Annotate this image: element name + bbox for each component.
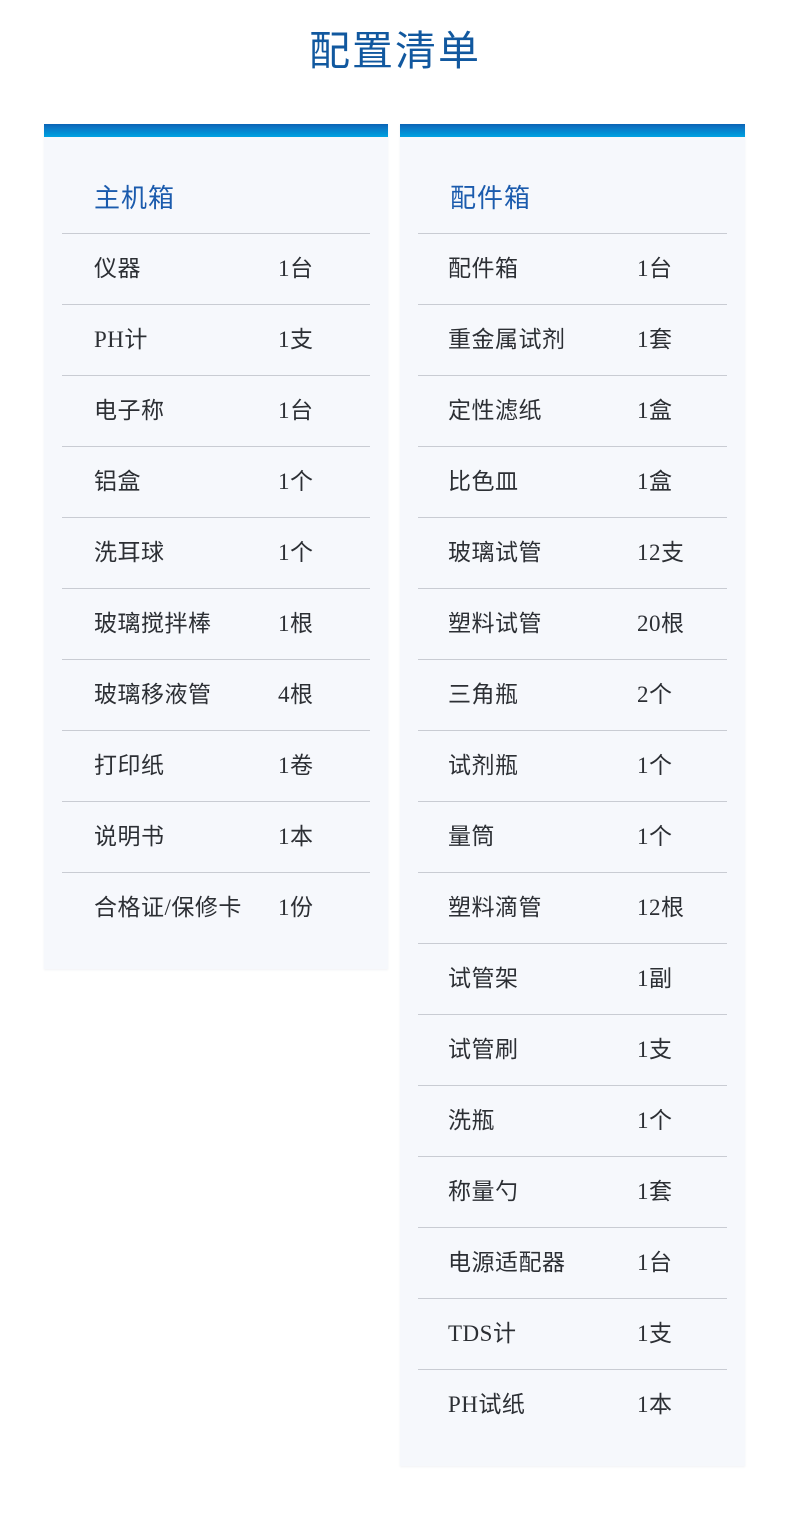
item-name: 玻璃移液管: [94, 682, 212, 707]
item-name: 洗瓶: [448, 1108, 495, 1133]
item-quantity: 1盒: [637, 469, 673, 494]
item-name: 打印纸: [94, 753, 165, 778]
item-row: 玻璃移液管 4根: [62, 659, 370, 730]
item-name: 玻璃试管: [448, 540, 542, 565]
card-accessory-box: 配件箱 配件箱 1台 重金属试剂 1套 定性滤纸 1盒 比色皿 1盒 玻璃试管 12支 塑料试管 20…: [400, 124, 745, 1466]
item-row: 塑料滴管 12根: [418, 872, 727, 943]
item-quantity: 1台: [637, 1250, 673, 1275]
item-quantity: 1个: [637, 824, 673, 849]
item-row: 电源适配器 1台: [418, 1227, 727, 1298]
item-row: 打印纸 1卷: [62, 730, 370, 801]
item-name: TDS计: [448, 1321, 517, 1346]
item-quantity: 1份: [278, 895, 314, 920]
card-title-accessory-box: 配件箱: [450, 184, 532, 213]
item-quantity: 1个: [637, 753, 673, 778]
item-row: PH计 1支: [62, 304, 370, 375]
item-quantity: 1个: [278, 469, 314, 494]
page-title: 配置清单: [309, 28, 481, 74]
item-row: 配件箱 1台: [418, 233, 727, 304]
item-quantity: 20根: [637, 611, 685, 636]
item-quantity: 1支: [637, 1037, 673, 1062]
item-name: 铝盒: [94, 469, 141, 494]
item-row: 合格证/保修卡 1份: [62, 872, 370, 943]
item-name: 电子称: [94, 398, 165, 423]
card-body: 主机箱 仪器 1台 PH计 1支 电子称 1台 铝盒 1个 洗耳球 1个 玻璃搅拌棒 1根 玻璃移液管 4…: [44, 137, 388, 969]
item-row: 仪器 1台: [62, 233, 370, 304]
item-quantity: 1根: [278, 611, 314, 636]
item-name: 配件箱: [448, 256, 519, 281]
card-title-main-unit: 主机箱: [94, 184, 176, 213]
item-row: 称量勺 1套: [418, 1156, 727, 1227]
item-name: 电源适配器: [448, 1250, 566, 1275]
item-quantity: 1台: [278, 398, 314, 423]
item-name: 三角瓶: [448, 682, 519, 707]
item-quantity: 1支: [278, 327, 314, 352]
item-quantity: 1套: [637, 327, 673, 352]
item-quantity: 1卷: [278, 753, 314, 778]
item-name: 试管刷: [448, 1037, 519, 1062]
item-row: 玻璃试管 12支: [418, 517, 727, 588]
item-name: 塑料滴管: [448, 895, 542, 920]
item-name: 重金属试剂: [448, 327, 566, 352]
item-name: 仪器: [94, 256, 141, 281]
card-body: 配件箱 配件箱 1台 重金属试剂 1套 定性滤纸 1盒 比色皿 1盒 玻璃试管 12支 塑料试管 20…: [400, 137, 745, 1466]
item-row: 试管刷 1支: [418, 1014, 727, 1085]
item-name: 说明书: [94, 824, 165, 849]
item-quantity: 12根: [637, 895, 685, 920]
item-quantity: 1个: [637, 1108, 673, 1133]
item-row: 试剂瓶 1个: [418, 730, 727, 801]
item-row: 重金属试剂 1套: [418, 304, 727, 375]
item-row: 三角瓶 2个: [418, 659, 727, 730]
item-name: 量筒: [448, 824, 495, 849]
item-quantity: 1台: [637, 256, 673, 281]
item-quantity: 1支: [637, 1321, 673, 1346]
item-name: PH计: [94, 327, 148, 352]
card-accent-bar: [44, 124, 388, 137]
item-quantity: 1套: [637, 1179, 673, 1204]
item-name: 合格证/保修卡: [94, 895, 242, 920]
item-quantity: 1本: [278, 824, 314, 849]
item-row: 定性滤纸 1盒: [418, 375, 727, 446]
item-row: 电子称 1台: [62, 375, 370, 446]
card-accent-bar: [400, 124, 745, 137]
item-name: 比色皿: [448, 469, 519, 494]
item-row: TDS计 1支: [418, 1298, 727, 1369]
item-list-main-unit: 仪器 1台 PH计 1支 电子称 1台 铝盒 1个 洗耳球 1个 玻璃搅拌棒 1根 玻璃移液管 4根 打印纸…: [62, 233, 370, 943]
item-row: 试管架 1副: [418, 943, 727, 1014]
item-quantity: 1本: [637, 1392, 673, 1417]
item-name: 玻璃搅拌棒: [94, 611, 212, 636]
item-name: 试管架: [448, 966, 519, 991]
item-row: 量筒 1个: [418, 801, 727, 872]
item-quantity: 1副: [637, 966, 673, 991]
item-name: PH试纸: [448, 1392, 526, 1417]
item-name: 洗耳球: [94, 540, 165, 565]
item-quantity: 12支: [637, 540, 685, 565]
item-row: 说明书 1本: [62, 801, 370, 872]
item-quantity: 1个: [278, 540, 314, 565]
item-row: 比色皿 1盒: [418, 446, 727, 517]
card-main-unit: 主机箱 仪器 1台 PH计 1支 电子称 1台 铝盒 1个 洗耳球 1个 玻璃搅拌棒 1根 玻璃移液管 4…: [44, 124, 388, 969]
item-quantity: 4根: [278, 682, 314, 707]
item-row: PH试纸 1本: [418, 1369, 727, 1440]
item-name: 称量勺: [448, 1179, 519, 1204]
item-list-accessory-box: 配件箱 1台 重金属试剂 1套 定性滤纸 1盒 比色皿 1盒 玻璃试管 12支 塑料试管 20根 三角瓶…: [418, 233, 727, 1440]
item-row: 铝盒 1个: [62, 446, 370, 517]
item-quantity: 2个: [637, 682, 673, 707]
item-name: 塑料试管: [448, 611, 542, 636]
item-row: 洗耳球 1个: [62, 517, 370, 588]
item-quantity: 1台: [278, 256, 314, 281]
item-row: 玻璃搅拌棒 1根: [62, 588, 370, 659]
item-quantity: 1盒: [637, 398, 673, 423]
item-name: 试剂瓶: [448, 753, 519, 778]
item-row: 塑料试管 20根: [418, 588, 727, 659]
item-row: 洗瓶 1个: [418, 1085, 727, 1156]
item-name: 定性滤纸: [448, 398, 542, 423]
